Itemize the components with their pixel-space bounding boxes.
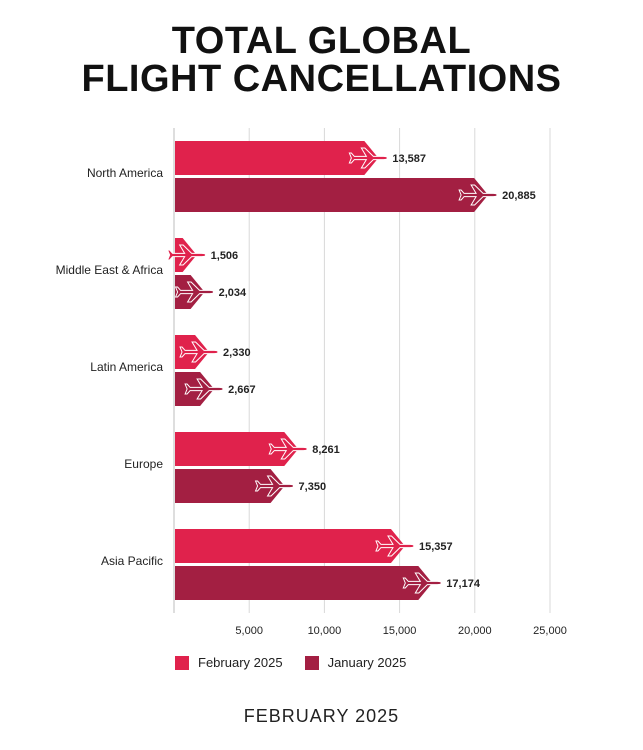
x-tick-label: 10,000 <box>308 625 342 637</box>
airplane-icon <box>375 535 415 557</box>
bar-january <box>175 566 433 600</box>
airplane-icon <box>174 281 215 303</box>
airplane-shape <box>458 184 498 206</box>
category-label: Europe <box>124 457 163 471</box>
chart-title-line-1: TOTAL GLOBAL <box>171 20 472 62</box>
airplane-shape <box>375 535 415 557</box>
legend-label-february: February 2025 <box>198 655 283 670</box>
bar-january <box>175 469 285 503</box>
data-label: 17,174 <box>446 578 481 590</box>
bar-chart: 5,000 10,000 15,000 20,000 25,000 North Ameri… <box>56 128 567 637</box>
bar-february <box>175 141 379 175</box>
airplane-shape <box>268 438 308 460</box>
data-label: 8,261 <box>312 444 340 456</box>
x-tick-label: 25,000 <box>533 625 567 637</box>
airplane-icon <box>179 341 219 363</box>
airplane-shape <box>179 341 219 363</box>
x-tick-label: 5,000 <box>235 625 263 637</box>
chart-legend: February 2025 January 2025 <box>175 655 428 670</box>
airplane-shape <box>402 572 442 594</box>
category-label: Asia Pacific <box>101 554 163 568</box>
data-label: 1,506 <box>211 250 239 262</box>
data-label: 2,034 <box>219 287 247 299</box>
airplane-icon <box>268 438 308 460</box>
airplane-icon <box>184 378 224 400</box>
x-tick-label: 15,000 <box>383 625 417 637</box>
airplane-shape <box>348 147 388 169</box>
category-label: Latin America <box>90 360 163 374</box>
legend-swatch-february <box>175 655 189 670</box>
bar-february <box>175 432 299 466</box>
legend-label-january: January 2025 <box>327 655 407 670</box>
chart-title-line-2: FLIGHT CANCELLATIONS <box>81 58 562 100</box>
category-label: Middle East & Africa <box>56 263 164 277</box>
data-label: 13,587 <box>392 153 426 165</box>
category-label: North America <box>87 166 163 180</box>
airplane-shape <box>254 475 295 497</box>
airplane-shape <box>174 281 215 303</box>
data-label: 7,350 <box>299 481 327 493</box>
legend-swatch-january <box>304 655 319 670</box>
airplane-icon <box>348 147 388 169</box>
bar-january <box>175 178 489 212</box>
airplane-icon <box>254 475 295 497</box>
airplane-shape <box>184 378 224 400</box>
airplane-icon <box>166 244 207 266</box>
bar-february <box>175 529 405 563</box>
airplane-icon <box>402 572 442 594</box>
legend-item-january: January 2025 <box>304 655 407 670</box>
data-label: 15,357 <box>419 541 453 553</box>
airplane-shape <box>166 244 207 266</box>
data-label: 20,885 <box>502 190 536 202</box>
chart-title: TOTAL GLOBAL FLIGHT CANCELLATIONS <box>0 22 643 98</box>
airplane-icon <box>458 184 498 206</box>
footer-date: FEBRUARY 2025 <box>243 706 400 726</box>
data-label: 2,667 <box>228 384 256 396</box>
data-label: 2,330 <box>223 347 251 359</box>
legend-item-february: February 2025 <box>175 655 283 670</box>
x-tick-label: 20,000 <box>458 625 492 637</box>
